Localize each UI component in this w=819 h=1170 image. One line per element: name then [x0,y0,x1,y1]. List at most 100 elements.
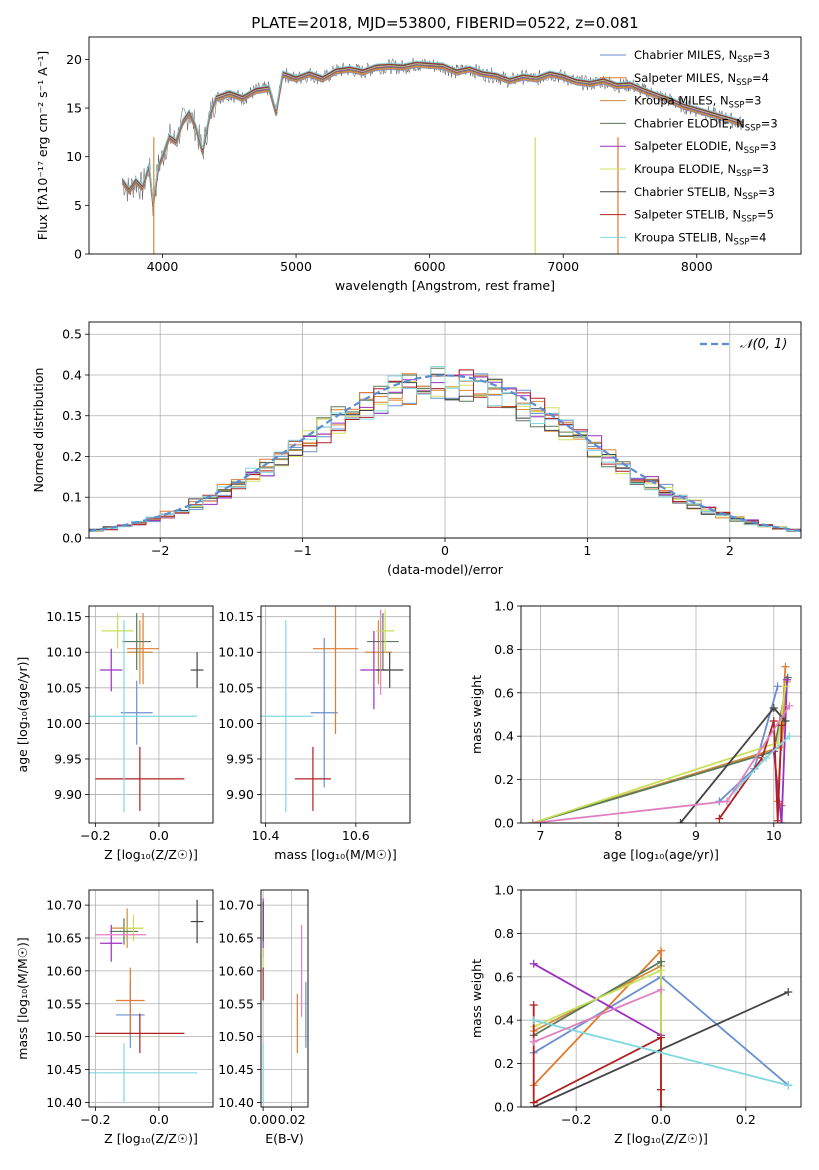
y-tick-label: 10.65 [218,931,254,946]
legend-label-main: Salpeter ELODIE, N [634,139,744,153]
plot-area [529,946,793,1107]
legend-label-sub: SSP [742,192,758,202]
legend-label-main: Chabrier ELODIE, N [634,116,745,130]
y-tick-label: 10.70 [218,898,254,913]
legend-label: 𝒩(0, 1) [740,337,787,352]
legend-label-main: Salpeter STELIB, N [634,208,741,222]
y-tick-label: 1.0 [494,883,514,898]
legend-label: Kroupa STELIB, NSSP=4 [634,230,766,247]
legend-label-main: Salpeter MILES, N [634,71,736,85]
x-axis-label: wavelength [Angstrom, rest frame] [335,278,555,293]
y-axis-label: Normed distribution [31,368,46,493]
legend-label: Salpeter MILES, NSSP=4 [634,71,769,88]
weight-line [533,963,662,1037]
legend-label: Chabrier ELODIE, NSSP=3 [634,116,778,133]
plot-area [121,57,744,254]
y-tick-label: 9.90 [226,787,254,802]
x-tick-label: 0.00 [249,1112,277,1127]
y-tick-label: 10.10 [218,645,254,660]
y-tick-label: 0.0 [494,816,514,831]
y-tick-label: 10.45 [46,1062,82,1077]
x-tick-label: 1 [583,543,591,558]
legend-label-main: Kroupa ELODIE, N [634,162,736,176]
weight-marker [715,814,724,823]
y-tick-label: 10.00 [46,716,82,731]
weight-marker [529,959,538,968]
y-tick-label: 0.6 [494,969,514,984]
weight-line [532,705,791,823]
y-tick-label: 0.0 [494,1100,514,1115]
y-tick-label: 1.0 [494,599,514,614]
y-tick-label: 0.2 [62,449,82,464]
legend-label-tail: =3 [761,116,778,130]
x-tick-label: 0.02 [278,1112,306,1127]
model-spectrum-line [121,60,744,203]
x-tick-label: 10.4 [252,828,280,843]
y-tick-label: 10.50 [218,1029,254,1044]
weight-marker [528,819,537,823]
y-axis-label: mass weight [469,675,484,754]
legend-label-main: Kroupa MILES, N [634,94,729,108]
plot-area [262,898,307,1103]
legend-label-sub: SSP [737,55,753,65]
y-tick-label: 10.55 [218,996,254,1011]
x-tick-label: 8 [614,828,622,843]
axes-frame [88,889,214,1108]
x-tick-label: 6000 [414,259,446,274]
legend-label-tail: =5 [757,208,774,222]
panel-residuals: −2 −1 0 1 2 0.0 0.1 0.2 0.3 0.4 0.5 (data-model)/er… [31,321,802,577]
y-tick-label: 10.45 [218,1062,254,1077]
plot-area [89,366,801,532]
y-tick-label: 10.05 [218,680,254,695]
legend-label-main: Kroupa STELIB, N [634,230,734,244]
legend-label-tail: =3 [758,185,775,199]
axes-frame [260,605,411,824]
legend-label: Chabrier STELIB, NSSP=3 [634,185,775,202]
weight-line [533,968,662,1107]
y-tick-label: 10.10 [46,645,82,660]
x-tick-label: 0.2 [736,1112,756,1127]
legend-label-main: Chabrier STELIB, N [634,185,742,199]
y-tick-label: 10.65 [46,931,82,946]
weight-marker [657,1033,665,1042]
legend-label: Salpeter ELODIE, NSSP=3 [634,139,777,156]
panel-mass-vs-ebv: 0.00 0.02 10.40 10.45 10.50 10.55 10.60 10.65 10… [218,889,309,1146]
axes-frame [520,889,802,1108]
legend-label-sub: SSP [745,123,761,133]
legend-label-main: Chabrier MILES, N [634,48,737,62]
x-tick-label: 0.0 [149,1112,169,1127]
x-tick-label: −0.2 [80,1112,110,1127]
weight-marker [783,675,791,684]
panel-mass-vs-z: −0.2 0.0 10.40 10.45 10.50 10.55 10.60 10.65 10.… [15,889,214,1146]
y-tick-label: 10.70 [46,898,82,913]
x-tick-label: 7000 [547,259,579,274]
legend-label: Kroupa MILES, NSSP=3 [634,94,761,111]
y-tick-label: 10 [66,149,82,164]
y-tick-label: 0.3 [62,408,82,423]
weight-marker [529,1001,538,1010]
y-tick-label: 9.90 [54,787,82,802]
weight-marker [785,732,794,741]
x-tick-label: −2 [151,543,169,558]
y-tick-label: 20 [66,52,82,67]
weight-marker [723,797,732,806]
legend-label: Salpeter STELIB, NSSP=5 [634,208,774,225]
y-tick-label: 10.15 [46,609,82,624]
weight-marker [657,946,665,955]
y-axis-label: age [log₁₀(age/yr)] [15,657,30,773]
y-tick-label: 10.40 [46,1095,82,1110]
plot-area [261,606,404,813]
y-tick-label: 0.2 [494,772,514,787]
panel-weight-vs-z: −0.2 0.0 0.2 0.0 0.2 0.4 0.6 0.8 1.0 Z [log₁₀(Z/Z… [469,883,802,1146]
x-tick-label: 2 [726,543,734,558]
y-tick-label: 0.2 [494,1056,514,1071]
panel-age-vs-mass: 10.4 10.6 9.90 9.95 10.00 10.05 10.10 10.15 mass… [218,605,411,862]
x-tick-label: −0.2 [80,828,110,843]
weight-marker [657,957,665,966]
legend-label-sub: SSP [741,215,757,225]
y-tick-label: 0.0 [62,531,82,546]
weight-line [532,677,789,823]
legend-label-tail: =3 [760,139,777,153]
y-tick-label: 9.95 [54,751,82,766]
plot-area [528,662,794,823]
